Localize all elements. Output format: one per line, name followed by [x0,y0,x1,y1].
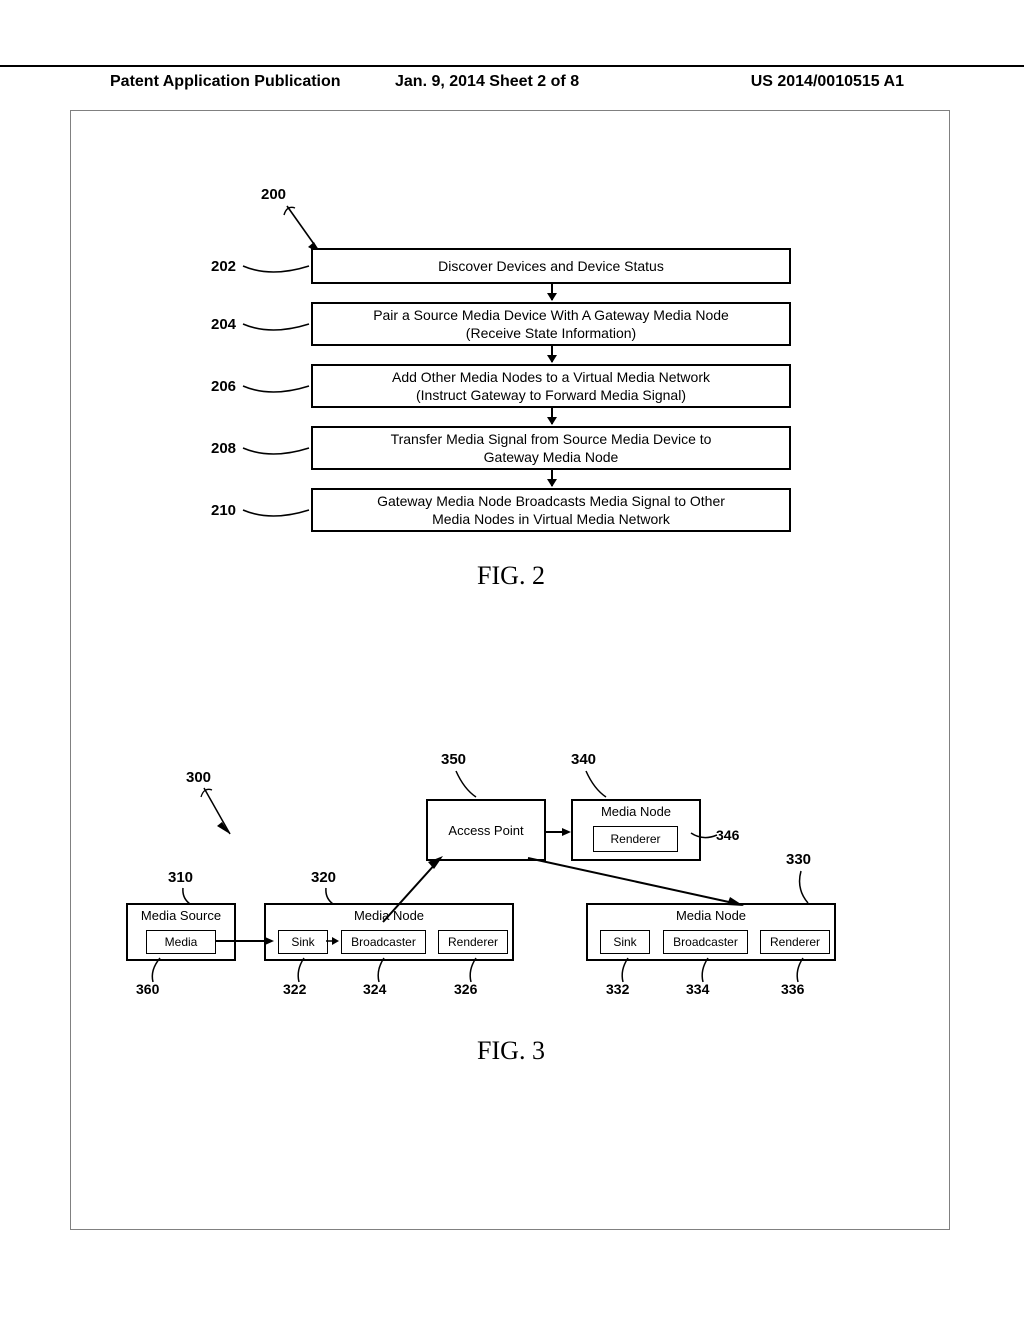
arrow-ap-340 [546,827,571,837]
step-text-204b: (Receive State Information) [313,324,789,342]
step-text-210b: Media Nodes in Virtual Media Network [313,510,789,528]
arrow-208-210 [551,470,553,486]
leader-336 [793,956,811,984]
leader-346 [689,831,719,846]
ref-200: 200 [261,186,286,203]
ref-346: 346 [716,827,739,843]
ref-202: 202 [211,258,236,275]
step-box-206: Add Other Media Nodes to a Virtual Media… [311,364,791,408]
leader-204 [241,316,311,336]
fig2-caption: FIG. 2 [191,561,831,591]
leader-300 [198,786,248,846]
header-publication: Patent Application Publication [110,73,341,91]
ref-204: 204 [211,316,236,333]
leader-330 [796,869,816,905]
renderer-326: Renderer [438,930,508,954]
leader-322 [294,956,312,984]
access-point-label: Access Point [428,801,544,838]
ref-310: 310 [168,869,193,886]
leader-340 [584,769,614,799]
sink-322: Sink [278,930,328,954]
access-point-box: Access Point [426,799,546,861]
leader-210 [241,502,311,522]
step-text-208b: Gateway Media Node [313,448,789,466]
step-text-210a: Gateway Media Node Broadcasts Media Sign… [313,492,789,510]
leader-202 [241,258,311,278]
media-node-340: Media Node Renderer [571,799,701,861]
step-box-202: Discover Devices and Device Status [311,248,791,284]
leader-208 [241,440,311,460]
leader-332 [618,956,636,984]
arrow-ap-330 [526,856,746,926]
media-node-340-label: Media Node [573,801,699,819]
broadcaster-334: Broadcaster [663,930,748,954]
media-source-box: Media Source Media [126,903,236,961]
arrow-204-206 [551,346,553,362]
ref-208: 208 [211,440,236,457]
header-date-sheet: Jan. 9, 2014 Sheet 2 of 8 [395,73,579,91]
ref-350: 350 [441,751,466,768]
arrow-sink-broadcaster [326,936,340,948]
renderer-336: Renderer [760,930,830,954]
ref-210: 210 [211,502,236,519]
ref-300: 300 [186,769,211,786]
leader-360 [148,956,168,984]
arrow-320-ap [381,856,451,926]
header-patent-number: US 2014/0010515 A1 [751,73,904,91]
arrow-202-204 [551,284,553,300]
ref-206: 206 [211,378,236,395]
fig3-caption: FIG. 3 [126,1036,896,1066]
arrow-206-208 [551,408,553,424]
step-text-202: Discover Devices and Device Status [313,257,789,275]
step-text-206a: Add Other Media Nodes to a Virtual Media… [313,368,789,386]
broadcaster-324: Broadcaster [341,930,426,954]
figure-frame: 200 Discover Devices and Device Status 2… [70,110,950,1230]
ref-320: 320 [311,869,336,886]
step-text-204a: Pair a Source Media Device With A Gatewa… [313,306,789,324]
leader-206 [241,378,311,398]
page-header: Patent Application Publication Jan. 9, 2… [0,65,1024,73]
ref-340: 340 [571,751,596,768]
step-text-206b: (Instruct Gateway to Forward Media Signa… [313,386,789,404]
renderer-346: Renderer [593,826,678,852]
leader-326 [466,956,484,984]
sink-332: Sink [600,930,650,954]
step-text-208a: Transfer Media Signal from Source Media … [313,430,789,448]
ref-330: 330 [786,851,811,868]
media-360: Media [146,930,216,954]
leader-350 [454,769,484,799]
step-box-210: Gateway Media Node Broadcasts Media Sign… [311,488,791,532]
leader-324 [374,956,392,984]
media-source-label: Media Source [128,905,234,923]
step-box-204: Pair a Source Media Device With A Gatewa… [311,302,791,346]
leader-334 [698,956,716,984]
arrow-media-sink [216,936,276,948]
step-box-208: Transfer Media Signal from Source Media … [311,426,791,470]
